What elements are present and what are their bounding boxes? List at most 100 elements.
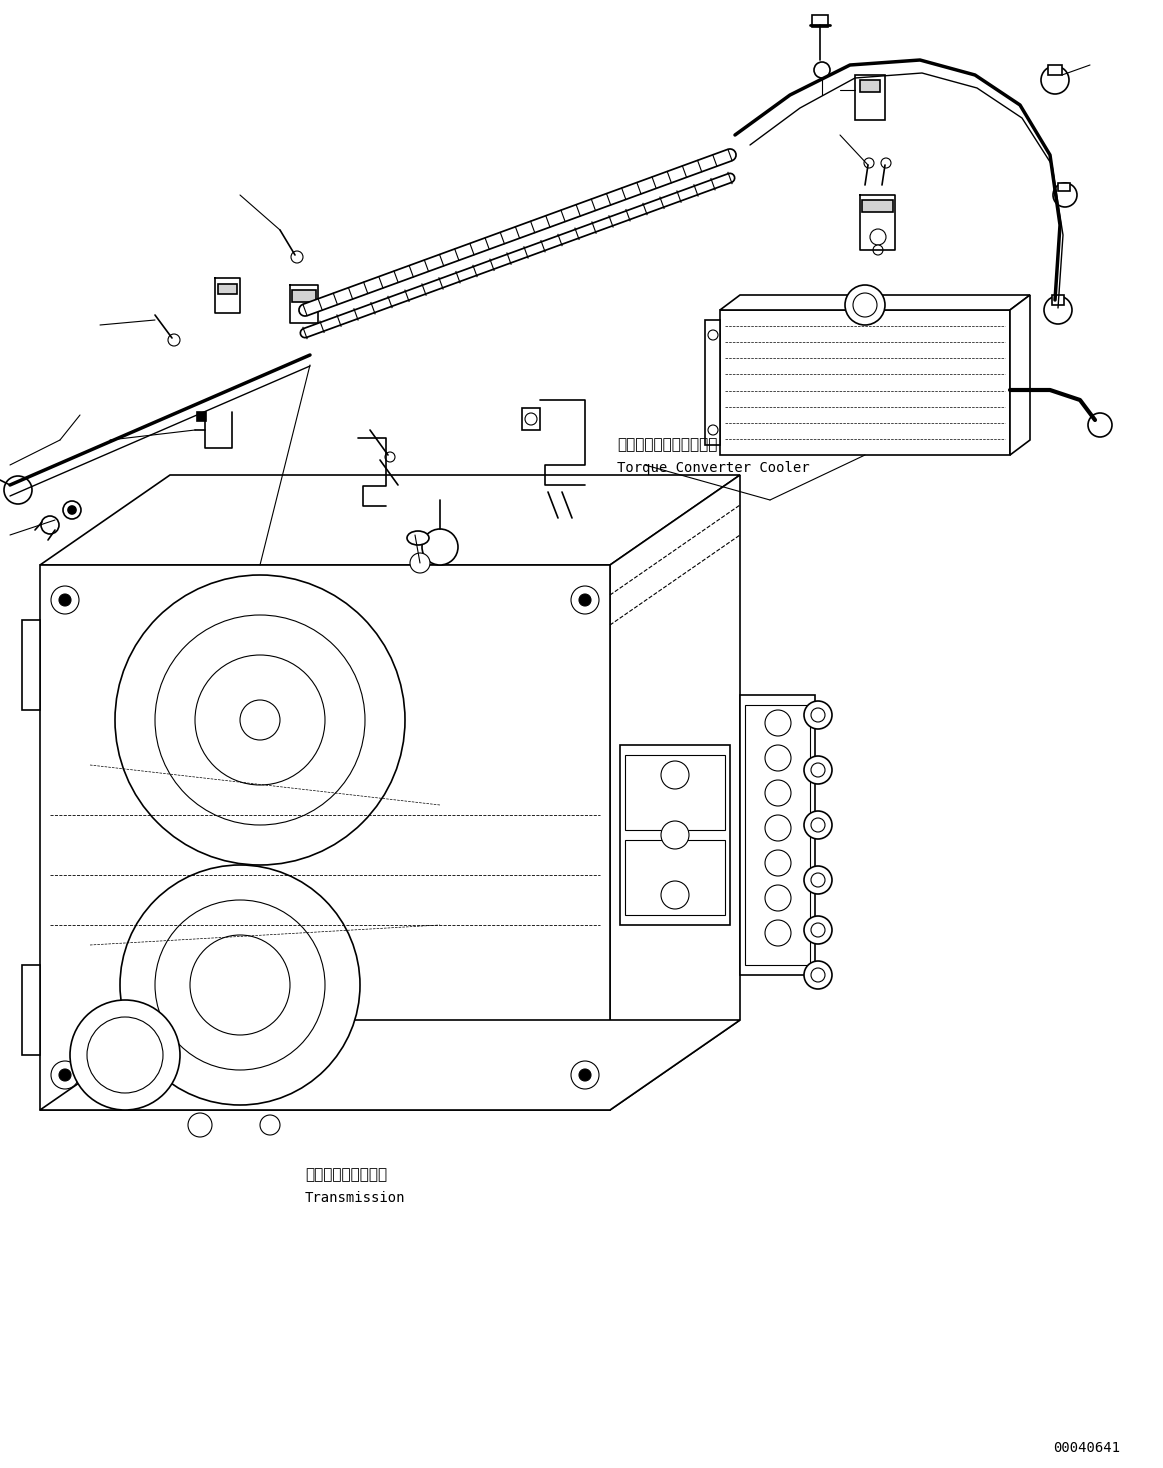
- Circle shape: [765, 850, 791, 876]
- Circle shape: [765, 780, 791, 806]
- Circle shape: [765, 920, 791, 945]
- Circle shape: [188, 1113, 212, 1138]
- Circle shape: [873, 245, 883, 255]
- Text: Transmission: Transmission: [305, 1191, 406, 1205]
- Circle shape: [395, 482, 405, 492]
- Circle shape: [422, 528, 458, 565]
- Circle shape: [765, 744, 791, 771]
- Bar: [1058, 184, 1070, 191]
- Circle shape: [846, 285, 885, 324]
- Circle shape: [571, 586, 599, 614]
- Bar: [1053, 295, 1064, 305]
- Circle shape: [661, 760, 688, 788]
- Circle shape: [70, 1000, 180, 1110]
- Circle shape: [1041, 66, 1069, 94]
- Circle shape: [167, 335, 180, 346]
- Polygon shape: [1009, 295, 1030, 455]
- Circle shape: [411, 553, 430, 573]
- Text: 00040641: 00040641: [1053, 1442, 1120, 1455]
- Bar: [625, 840, 725, 915]
- Circle shape: [59, 595, 71, 606]
- Polygon shape: [611, 476, 740, 1110]
- Circle shape: [155, 900, 324, 1070]
- Bar: [22, 964, 40, 1055]
- Text: Torque Converter Cooler: Torque Converter Cooler: [618, 461, 809, 476]
- Circle shape: [63, 501, 81, 520]
- Circle shape: [579, 1069, 591, 1080]
- Polygon shape: [705, 320, 720, 445]
- Polygon shape: [40, 565, 611, 1110]
- Circle shape: [811, 708, 825, 722]
- Circle shape: [579, 595, 591, 606]
- Text: トランスミッション: トランスミッション: [305, 1167, 387, 1183]
- Circle shape: [51, 586, 79, 614]
- Circle shape: [864, 159, 875, 167]
- Bar: [620, 744, 730, 925]
- Circle shape: [568, 515, 578, 526]
- Circle shape: [525, 413, 537, 426]
- Bar: [812, 15, 828, 26]
- Circle shape: [814, 62, 830, 78]
- Circle shape: [811, 873, 825, 887]
- Polygon shape: [40, 476, 740, 565]
- Circle shape: [708, 330, 718, 341]
- Circle shape: [804, 866, 832, 894]
- Bar: [740, 694, 815, 975]
- Circle shape: [765, 711, 791, 735]
- Circle shape: [811, 923, 825, 937]
- Circle shape: [811, 763, 825, 777]
- Bar: [22, 619, 40, 711]
- Circle shape: [882, 159, 891, 167]
- Bar: [364, 487, 381, 502]
- Polygon shape: [720, 295, 1030, 310]
- Circle shape: [661, 821, 688, 849]
- Circle shape: [804, 810, 832, 840]
- Bar: [862, 200, 893, 211]
- Bar: [197, 413, 206, 421]
- Text: トルクコンバータクーラ: トルクコンバータクーラ: [618, 437, 718, 452]
- Bar: [217, 283, 237, 294]
- Bar: [625, 755, 725, 829]
- Circle shape: [811, 818, 825, 832]
- Circle shape: [765, 885, 791, 912]
- Circle shape: [554, 515, 564, 526]
- Circle shape: [804, 756, 832, 784]
- Polygon shape: [40, 1020, 740, 1110]
- Circle shape: [804, 916, 832, 944]
- Circle shape: [155, 615, 365, 825]
- Circle shape: [811, 967, 825, 982]
- Circle shape: [708, 426, 718, 435]
- Circle shape: [3, 476, 33, 504]
- Circle shape: [41, 515, 59, 534]
- Circle shape: [571, 1061, 599, 1089]
- Bar: [859, 79, 880, 92]
- Circle shape: [804, 962, 832, 989]
- Circle shape: [195, 655, 324, 785]
- Circle shape: [67, 506, 76, 514]
- Circle shape: [852, 294, 877, 317]
- Ellipse shape: [407, 531, 429, 545]
- Bar: [522, 408, 540, 430]
- Circle shape: [291, 251, 304, 263]
- Circle shape: [1044, 297, 1072, 324]
- Circle shape: [385, 452, 395, 462]
- Bar: [855, 75, 885, 120]
- Circle shape: [870, 229, 886, 245]
- Circle shape: [1053, 184, 1077, 207]
- Circle shape: [59, 1069, 71, 1080]
- Circle shape: [804, 702, 832, 730]
- Circle shape: [115, 575, 405, 865]
- Bar: [1048, 65, 1062, 75]
- Circle shape: [765, 815, 791, 841]
- Circle shape: [51, 1061, 79, 1089]
- Circle shape: [1089, 413, 1112, 437]
- Circle shape: [661, 881, 688, 909]
- Bar: [292, 291, 316, 302]
- Circle shape: [190, 935, 290, 1035]
- Bar: [745, 705, 809, 964]
- Circle shape: [120, 865, 361, 1105]
- Circle shape: [240, 700, 280, 740]
- Circle shape: [261, 1116, 280, 1135]
- Circle shape: [87, 1017, 163, 1094]
- Polygon shape: [720, 310, 1009, 455]
